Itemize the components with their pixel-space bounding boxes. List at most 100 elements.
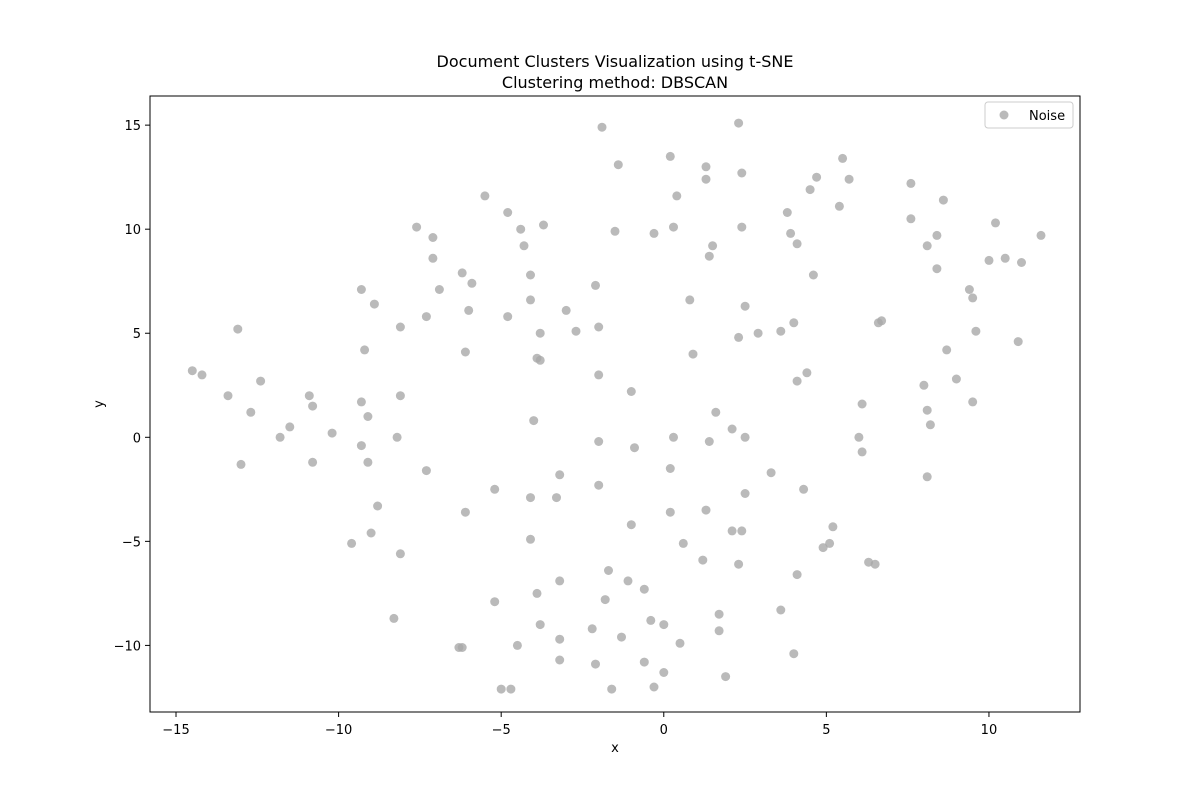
scatter-point: [734, 332, 744, 342]
scatter-point: [737, 168, 747, 178]
scatter-point: [600, 595, 610, 605]
scatter-point: [675, 638, 685, 648]
scatter-point: [594, 322, 604, 332]
scatter-point: [685, 295, 695, 305]
x-tick-label: −10: [325, 723, 352, 738]
scatter-point: [740, 489, 750, 498]
scatter-point: [639, 657, 649, 667]
scatter-point: [678, 538, 688, 548]
scatter-point: [594, 370, 604, 380]
scatter-point: [649, 682, 659, 692]
scatter-point: [701, 162, 711, 172]
scatter-point: [838, 153, 848, 163]
scatter-point: [688, 349, 698, 359]
scatter-point: [506, 684, 516, 694]
scatter-point: [519, 241, 529, 251]
scatter-point: [571, 326, 581, 336]
scatter-point: [496, 684, 506, 694]
scatter-point: [490, 597, 500, 607]
scatter-point: [539, 220, 548, 230]
scatter-point: [932, 230, 942, 240]
scatter-point: [792, 570, 802, 580]
scatter-point: [555, 634, 565, 644]
scatter-point: [467, 278, 477, 288]
scatter-point: [535, 355, 545, 365]
scatter-point: [369, 299, 379, 309]
scatter-point: [356, 441, 366, 451]
scatter-point: [630, 443, 639, 453]
scatter-point: [672, 191, 682, 201]
scatter-point: [197, 370, 207, 380]
scatter-point: [740, 301, 750, 311]
y-tick-label: 10: [124, 223, 141, 238]
scatter-point: [535, 328, 545, 338]
scatter-point: [503, 208, 513, 217]
scatter-point: [782, 208, 792, 217]
legend-box: [984, 101, 1074, 129]
scatter-point: [968, 397, 978, 407]
scatter-point: [389, 613, 399, 623]
scatter-point: [737, 526, 747, 536]
scatter-point: [802, 368, 812, 378]
x-tick-label: 0: [660, 723, 668, 738]
scatter-point: [857, 447, 867, 457]
scatter-point: [187, 366, 197, 376]
scatter-point: [526, 493, 535, 503]
scatter-point: [246, 407, 256, 417]
scatter-point: [649, 228, 659, 238]
scatter-point: [734, 118, 744, 128]
scatter-point: [363, 457, 373, 467]
scatter-point: [932, 264, 942, 274]
scatter-point: [516, 224, 526, 234]
scatter-point: [555, 470, 565, 480]
scatter-point: [610, 226, 620, 236]
scatter-point: [1017, 258, 1026, 267]
chart-subtitle: Clustering method: DBSCAN: [502, 73, 728, 92]
scatter-point: [604, 566, 613, 575]
scatter-point: [623, 576, 633, 586]
scatter-point: [665, 507, 675, 517]
scatter-point: [808, 270, 818, 280]
scatter-point: [844, 174, 854, 184]
scatter-point: [776, 605, 786, 615]
scatter-point: [421, 466, 431, 476]
scatter-point: [799, 484, 809, 494]
scatter-point: [256, 376, 266, 386]
scatter-point: [812, 172, 822, 182]
scatter-point: [1000, 253, 1010, 263]
y-tick-label: 15: [124, 119, 141, 134]
scatter-point: [708, 241, 718, 251]
scatter-point: [701, 505, 711, 515]
scatter-point: [617, 632, 626, 642]
scatter-point: [591, 659, 600, 669]
scatter-point: [233, 324, 243, 334]
scatter-point: [792, 376, 802, 386]
scatter-point: [434, 285, 444, 294]
scatter-point: [360, 345, 370, 355]
scatter-point: [942, 345, 952, 355]
scatter-point: [275, 432, 285, 442]
scatter-point: [786, 228, 796, 238]
scatter-point: [454, 643, 464, 652]
scatter-point: [906, 214, 916, 224]
scatter-point: [412, 222, 422, 232]
scatter-points: [187, 118, 1046, 694]
chart-title: Document Clusters Visualization using t-…: [437, 52, 794, 71]
scatter-point: [818, 543, 828, 553]
scatter-point: [529, 416, 539, 426]
scatter-point: [223, 391, 233, 401]
scatter-point: [373, 501, 383, 511]
scatter-point: [304, 391, 314, 401]
scatter-point: [704, 251, 714, 261]
scatter-point: [919, 380, 929, 390]
scatter-point: [877, 316, 887, 326]
scatter-point: [964, 285, 974, 294]
scatter-point: [669, 222, 678, 232]
scatter-point: [701, 174, 711, 184]
scatter-point: [854, 432, 864, 442]
x-tick-label: −15: [162, 723, 189, 738]
scatter-point: [457, 268, 467, 278]
scatter-point: [594, 437, 604, 446]
y-axis-label: y: [92, 400, 107, 408]
